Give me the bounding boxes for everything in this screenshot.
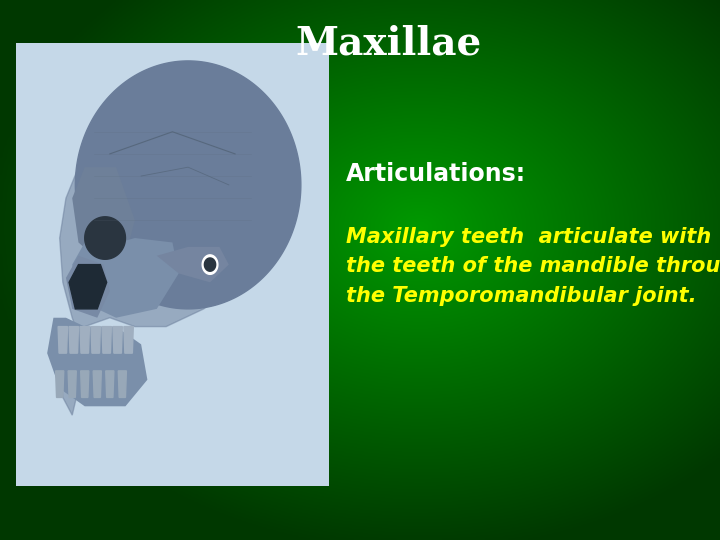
Polygon shape	[72, 238, 179, 318]
Polygon shape	[202, 255, 218, 274]
Polygon shape	[113, 327, 122, 353]
Polygon shape	[85, 217, 125, 259]
Polygon shape	[81, 371, 89, 397]
Polygon shape	[66, 256, 110, 318]
Polygon shape	[118, 371, 127, 397]
Text: Articulations:: Articulations:	[346, 162, 526, 186]
Polygon shape	[124, 327, 133, 353]
Text: Maxillae: Maxillae	[296, 24, 482, 62]
Text: Maxillary teeth  articulate with
the teeth of the mandible through
the Temporoma: Maxillary teeth articulate with the teet…	[346, 227, 720, 306]
Polygon shape	[102, 327, 112, 353]
Polygon shape	[72, 167, 135, 265]
Bar	[16, 43, 329, 486]
Polygon shape	[204, 258, 216, 271]
Polygon shape	[60, 79, 292, 415]
Polygon shape	[91, 327, 100, 353]
Polygon shape	[93, 371, 102, 397]
Polygon shape	[76, 61, 301, 309]
Polygon shape	[69, 327, 78, 353]
Polygon shape	[48, 318, 148, 406]
Polygon shape	[68, 371, 76, 397]
Polygon shape	[58, 327, 68, 353]
Polygon shape	[157, 247, 229, 282]
Polygon shape	[106, 371, 114, 397]
Polygon shape	[69, 265, 107, 309]
Polygon shape	[80, 327, 89, 353]
Polygon shape	[55, 371, 64, 397]
